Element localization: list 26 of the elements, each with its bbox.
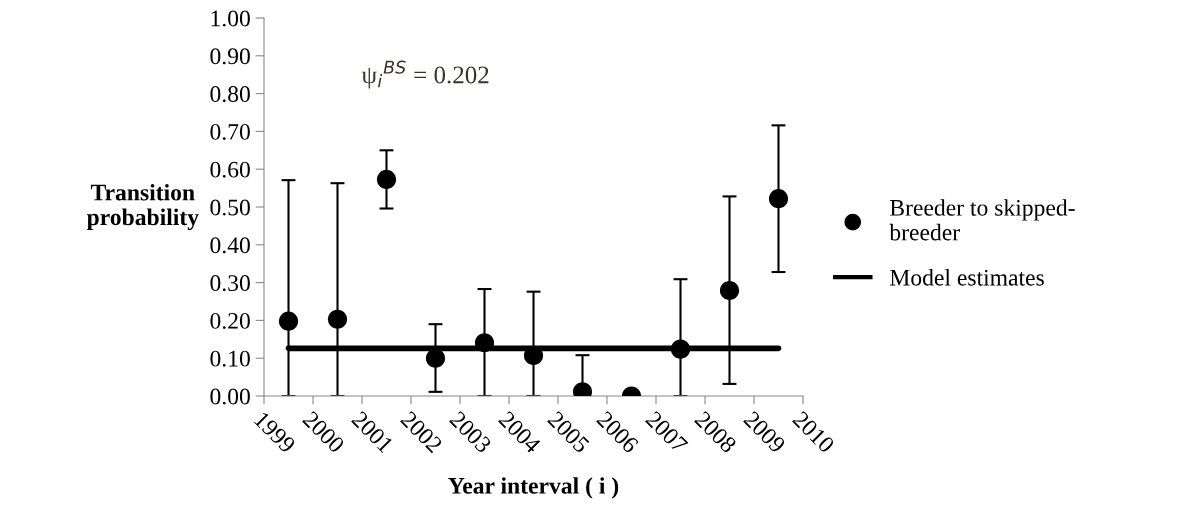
point (278, 311, 299, 331)
y-tick-label: 0.30 (210, 275, 250, 292)
x-tick-label: 2007 (644, 410, 689, 454)
x-tick-label: 1999 (253, 411, 297, 454)
y-tick-label: 0.50 (210, 199, 250, 216)
y-tick-label: 0.70 (210, 123, 250, 140)
point (327, 309, 348, 329)
legend-label: Breeder to skipped- breeder (889, 199, 1075, 241)
y-tick-label: 0.60 (210, 161, 250, 178)
point (768, 189, 789, 209)
y-tick-label: 0.20 (210, 312, 250, 329)
point (474, 333, 495, 353)
y-tick-label: 0.90 (210, 48, 250, 65)
y-tick-label: 0.00 (210, 388, 250, 405)
annotation: ψ$_{i}$$^{BS}$ = 0.202 (361, 60, 489, 89)
y-tick-label: 0.80 (210, 86, 250, 103)
y-axis-title: Transition probability (86, 183, 199, 231)
x-axis-title: Year interval ( i ) (448, 477, 619, 499)
legend-label: Model estimates (890, 269, 1044, 286)
point (376, 169, 397, 189)
y-tick-label: 1.00 (211, 10, 250, 27)
y-tick-label: 0.10 (210, 350, 250, 367)
point (719, 280, 740, 301)
point (425, 348, 446, 368)
y-tick-label: 0.40 (210, 237, 250, 254)
point (670, 339, 691, 359)
